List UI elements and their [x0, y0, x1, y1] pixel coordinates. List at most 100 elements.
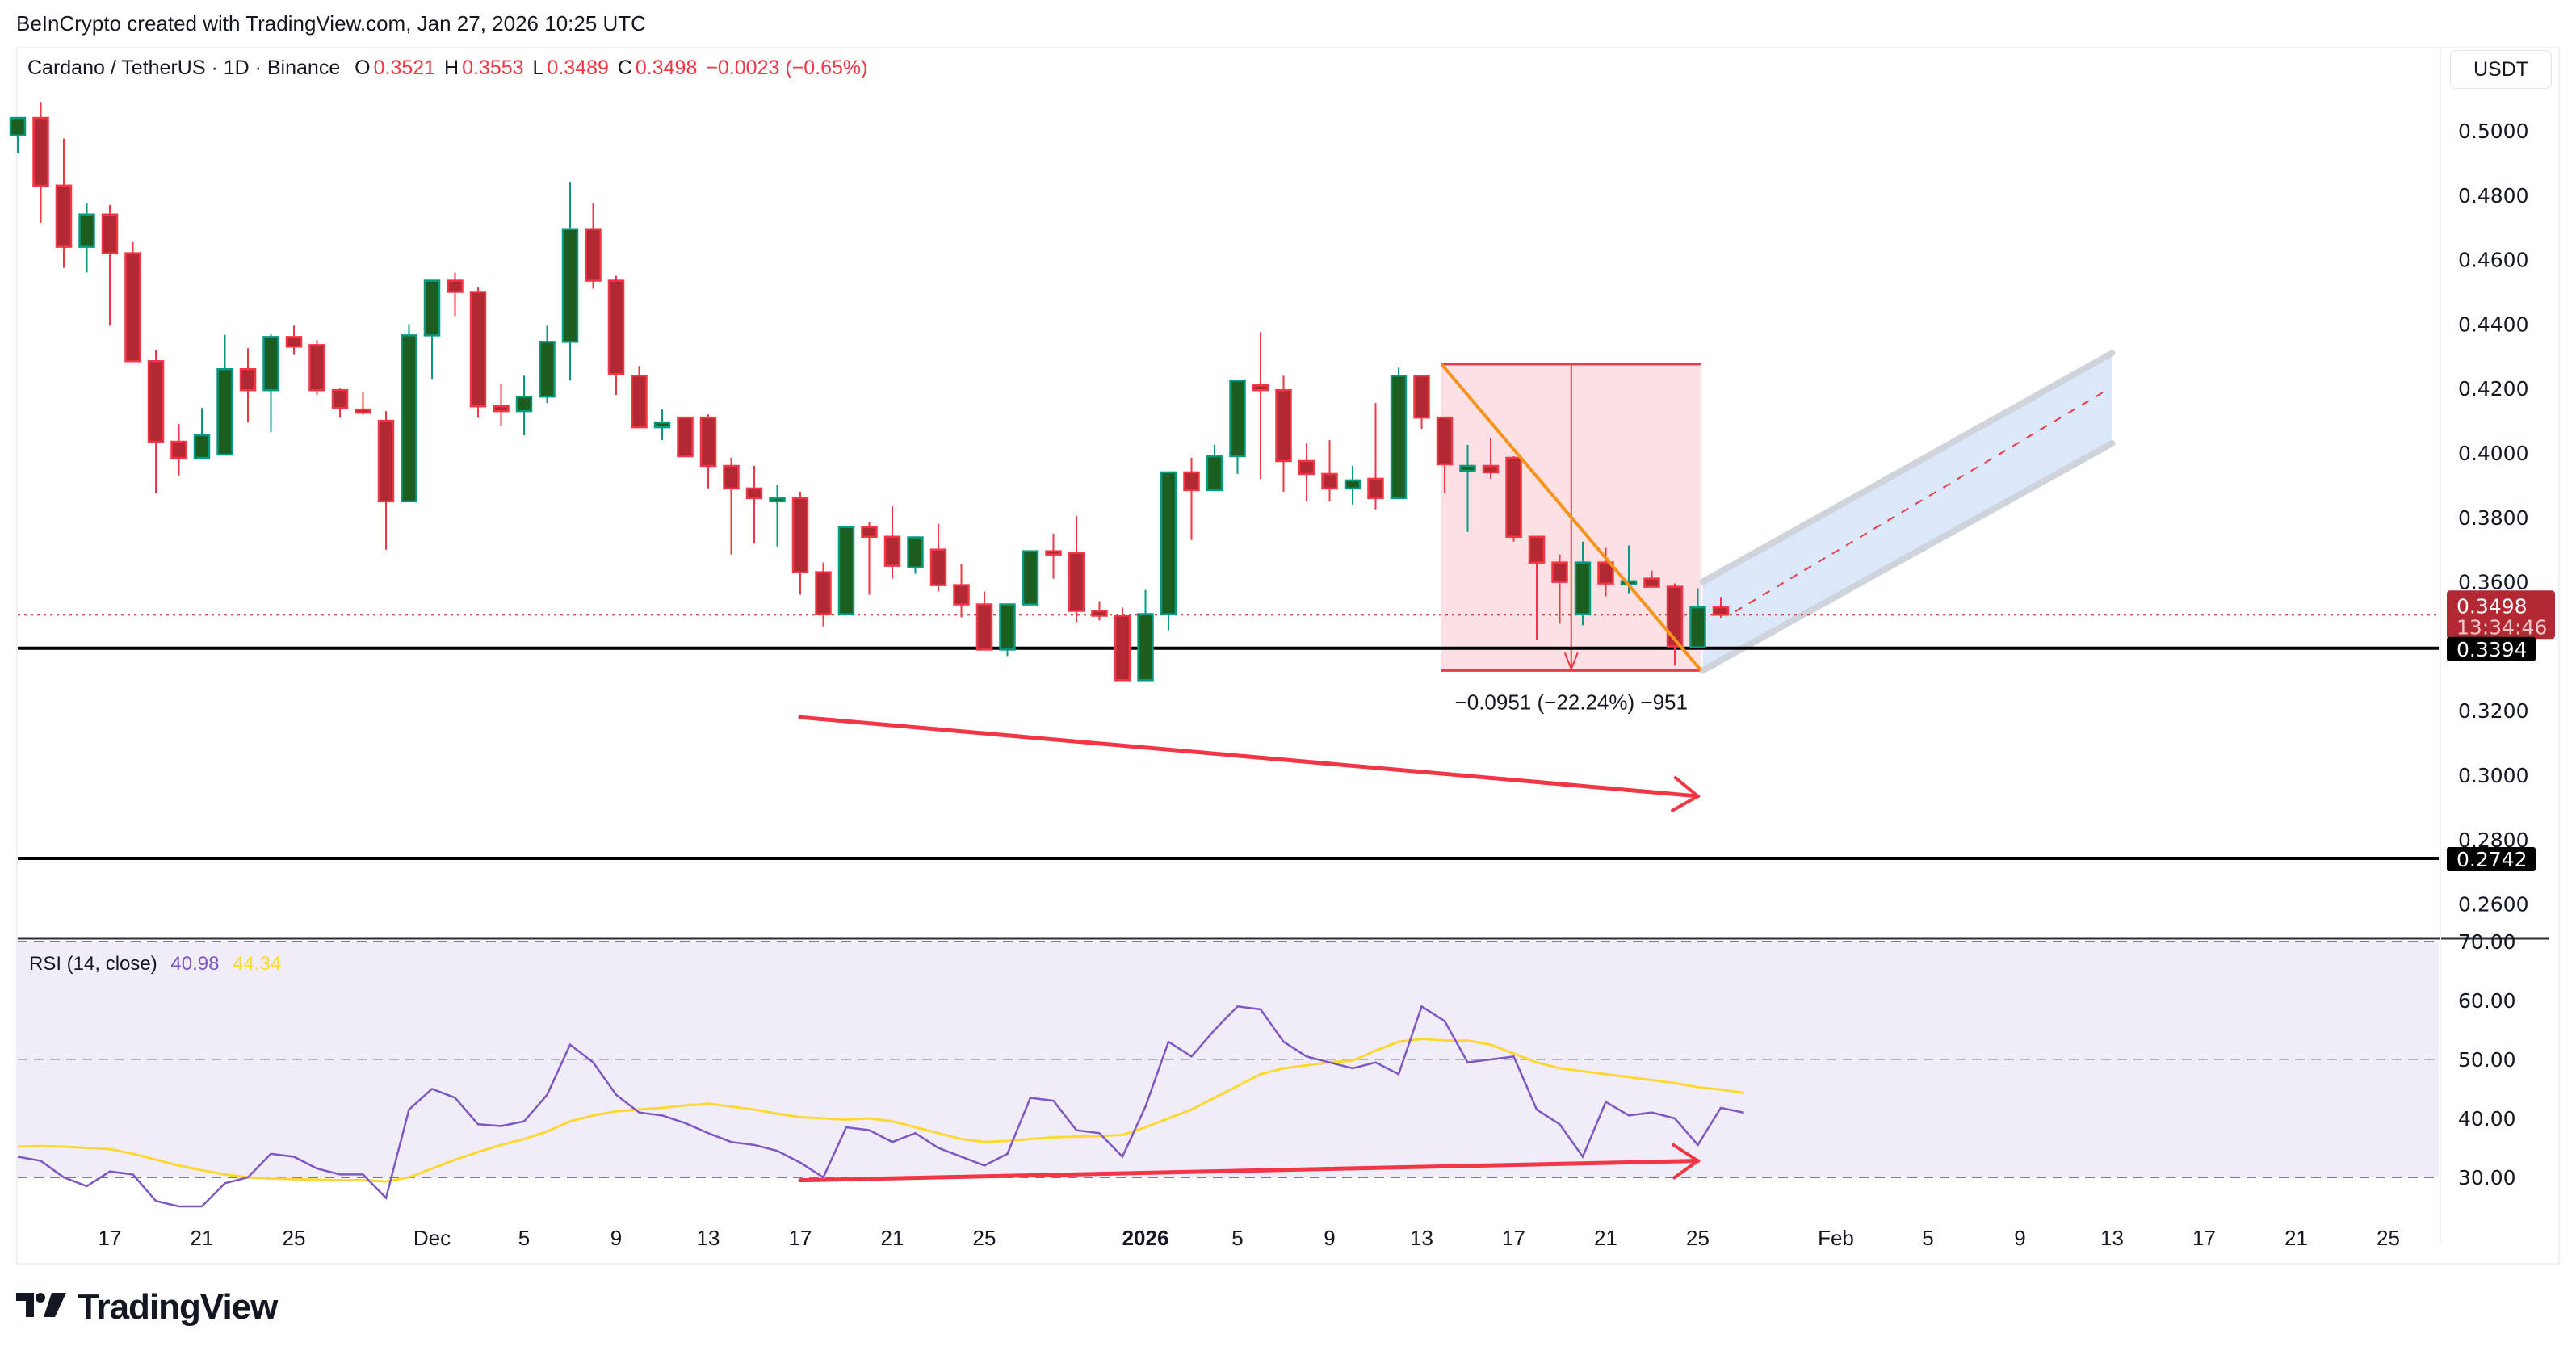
chart-credit: BeInCrypto created with TradingView.com,… — [16, 11, 646, 36]
horizontal-lines[interactable] — [18, 614, 2439, 860]
svg-text:30.00: 30.00 — [2458, 1166, 2516, 1189]
candle — [331, 388, 349, 418]
svg-text:21: 21 — [2284, 1226, 2308, 1250]
svg-text:60.00: 60.00 — [2458, 989, 2516, 1013]
svg-text:5: 5 — [1231, 1226, 1243, 1250]
candle — [1068, 515, 1085, 623]
close-value: 0.3498 — [635, 57, 698, 79]
svg-text:0.3600: 0.3600 — [2458, 571, 2528, 594]
candle — [929, 523, 947, 592]
rsi-axis[interactable]: 70.00 60.00 50.00 40.00 30.00 — [2458, 930, 2516, 1189]
svg-text:0.3394: 0.3394 — [2456, 638, 2527, 661]
candle — [1298, 443, 1315, 501]
rsi-title: RSI (14, close) — [29, 953, 157, 975]
svg-text:9: 9 — [2014, 1226, 2025, 1250]
candle — [1390, 367, 1408, 500]
candle — [1712, 597, 1730, 618]
svg-text:13: 13 — [2100, 1226, 2124, 1250]
candle — [1413, 374, 1430, 430]
candle — [1528, 535, 1546, 640]
candle — [1321, 440, 1338, 501]
symbol-legend: Cardano / TetherUS · 1D · Binance O 0.352… — [27, 57, 871, 80]
svg-text:0.4000: 0.4000 — [2458, 442, 2528, 465]
candle — [791, 491, 809, 595]
svg-text:0.4400: 0.4400 — [2458, 313, 2528, 336]
low-label: L — [532, 57, 544, 79]
svg-text:9: 9 — [610, 1226, 622, 1250]
candle — [607, 275, 625, 396]
svg-text:21: 21 — [1594, 1226, 1617, 1250]
candle — [1183, 457, 1200, 540]
candle — [147, 350, 165, 493]
svg-text:13: 13 — [697, 1226, 720, 1250]
svg-text:50.00: 50.00 — [2458, 1048, 2516, 1072]
candle — [699, 414, 717, 489]
high-value: 0.3553 — [462, 57, 524, 79]
symbol-title: Cardano / TetherUS · 1D · Binance — [27, 57, 341, 79]
candle — [469, 287, 487, 418]
svg-text:0.3800: 0.3800 — [2458, 506, 2528, 530]
svg-text:5: 5 — [518, 1226, 530, 1250]
candle — [447, 272, 464, 317]
candle — [653, 409, 671, 441]
svg-text:21: 21 — [881, 1226, 904, 1250]
svg-text:25: 25 — [1686, 1226, 1710, 1250]
rising-channel[interactable] — [1699, 350, 2116, 674]
svg-text:0.4800: 0.4800 — [2458, 184, 2528, 208]
open-label: O — [355, 57, 371, 79]
candle — [1091, 601, 1108, 621]
candle — [1114, 607, 1131, 682]
candle — [262, 334, 279, 433]
svg-text:2026: 2026 — [1122, 1226, 1169, 1250]
candle — [1252, 332, 1269, 479]
low-value: 0.3489 — [547, 57, 609, 79]
chart-frame — [16, 47, 2560, 1265]
price-axis[interactable]: 0.5000 0.4800 0.4600 0.4400 0.4200 0.4000 0.38… — [2447, 120, 2555, 917]
candle — [170, 424, 187, 476]
svg-text:9: 9 — [1324, 1226, 1335, 1250]
candle — [1459, 445, 1476, 532]
currency-button[interactable]: USDT — [2450, 50, 2552, 89]
tradingview-logo[interactable]: TradingView — [16, 1287, 278, 1328]
candle — [193, 408, 211, 459]
svg-text:0.2600: 0.2600 — [2458, 893, 2528, 917]
candle — [953, 564, 970, 618]
svg-text:5: 5 — [1922, 1226, 1933, 1250]
svg-text:Feb: Feb — [1818, 1226, 1854, 1250]
candle — [78, 203, 95, 273]
candle — [308, 340, 325, 396]
svg-text:Dec: Dec — [413, 1226, 451, 1250]
candle — [723, 457, 740, 555]
divergence-arrows[interactable] — [798, 715, 1701, 1183]
time-axis[interactable]: 17 21 25 Dec 5 9 13 17 21 25 2026 5 9 13 17 21 25 Feb 5 9 13… — [99, 1226, 2400, 1250]
candle — [907, 536, 924, 574]
candle — [861, 522, 878, 595]
candle — [677, 416, 694, 458]
candle — [815, 562, 832, 627]
svg-text:13: 13 — [1410, 1226, 1433, 1250]
rsi-legend: RSI (14, close) 40.98 44.34 — [29, 953, 281, 975]
candle — [1229, 379, 1246, 474]
svg-text:70.00: 70.00 — [2458, 930, 2516, 954]
candle — [9, 116, 27, 153]
candle — [1137, 589, 1154, 682]
downtrend-line[interactable] — [1440, 363, 1703, 672]
rsi-ma-value: 44.34 — [233, 953, 282, 975]
svg-text:13:34:46: 13:34:46 — [2456, 615, 2547, 639]
candle — [401, 324, 417, 503]
candle — [1689, 588, 1706, 649]
change-value: −0.0023 (−0.65%) — [706, 57, 868, 79]
candle — [999, 603, 1016, 657]
candle — [1551, 554, 1568, 624]
candle — [1206, 445, 1223, 492]
candle — [769, 485, 786, 547]
rsi-value: 40.98 — [170, 953, 220, 975]
candle — [1482, 438, 1500, 479]
svg-text:17: 17 — [99, 1226, 122, 1250]
candle — [539, 325, 556, 404]
svg-text:25: 25 — [2377, 1226, 2400, 1250]
svg-text:0.3498: 0.3498 — [2456, 594, 2527, 618]
svg-text:0.3000: 0.3000 — [2458, 764, 2528, 787]
close-label: C — [617, 57, 632, 79]
